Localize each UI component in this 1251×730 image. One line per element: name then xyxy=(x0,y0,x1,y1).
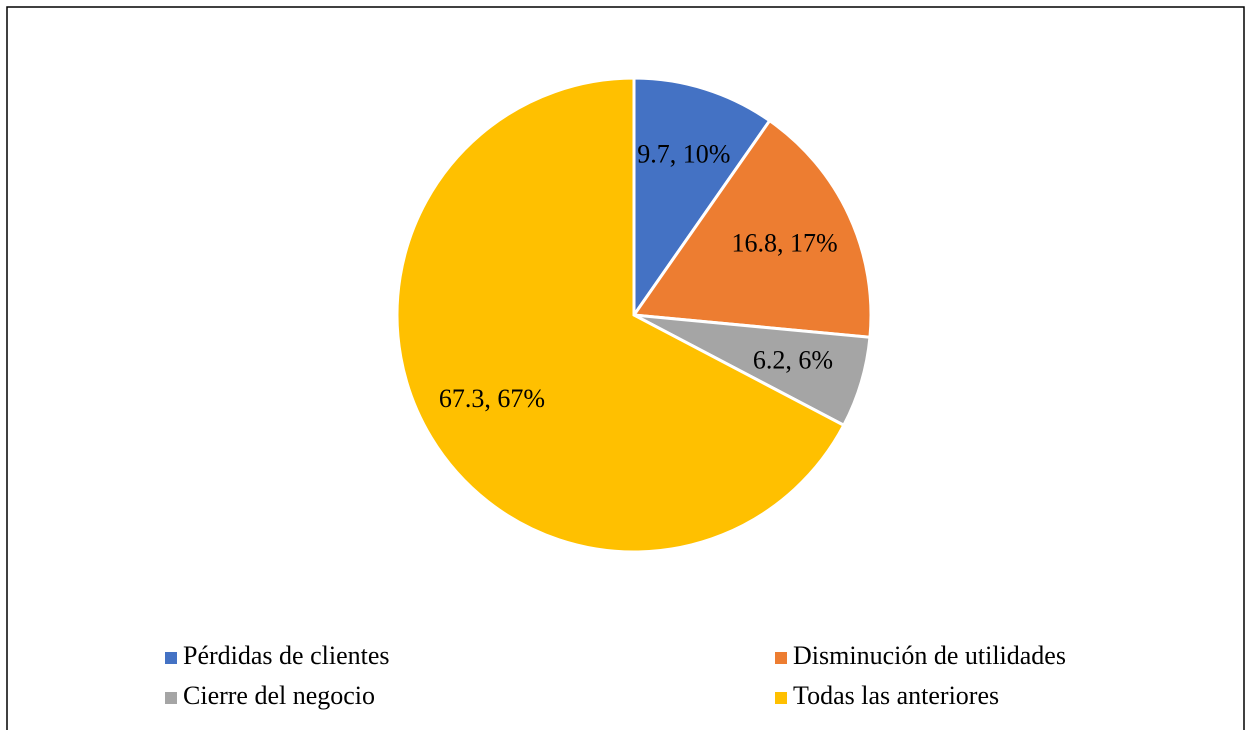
chart-frame xyxy=(6,6,1245,730)
legend-swatch xyxy=(775,692,787,704)
legend-label: Disminución de utilidades xyxy=(793,641,1066,670)
legend-swatch xyxy=(165,652,177,664)
pie-slice xyxy=(395,76,846,554)
legend-label: Todas las anteriores xyxy=(793,681,999,710)
data-label: 67.3, 67% xyxy=(439,384,545,413)
data-label: 16.8, 17% xyxy=(731,228,837,257)
legend-label: Cierre del negocio xyxy=(183,681,375,710)
legend-swatch xyxy=(165,692,177,704)
pie-slice xyxy=(632,76,772,320)
data-label: 6.2, 6% xyxy=(753,345,833,374)
legend-swatch xyxy=(775,652,787,664)
legend-label: Pérdidas de clientes xyxy=(183,641,390,670)
data-label: 9.7, 10% xyxy=(637,140,730,169)
pie-slice xyxy=(631,118,873,339)
